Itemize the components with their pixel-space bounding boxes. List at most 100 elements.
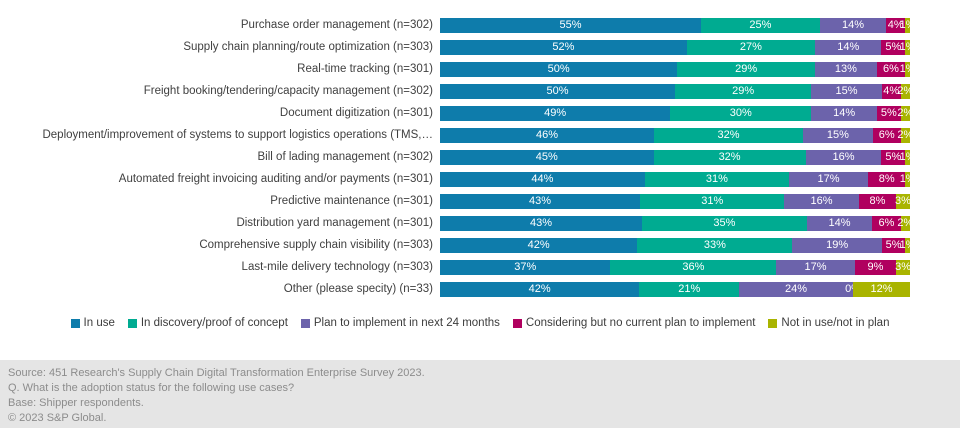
legend-item: Not in use/not in plan <box>768 317 889 329</box>
chart-row: Other (please specity) (n=33)42%21%24%0%… <box>0 278 960 300</box>
bar-segment: 14% <box>815 39 882 55</box>
stacked-bar: 45% 32% 16% 5% 1% <box>440 149 916 165</box>
segment-value-label: 6% <box>878 216 895 229</box>
bar-segment: 15% <box>802 127 873 143</box>
segment-value-label: 9% <box>867 260 884 273</box>
stacked-bar: 43% 31% 16% 8% 3% <box>440 193 911 209</box>
segment-value-label: 2% <box>897 84 914 97</box>
category-label: Freight booking/tendering/capacity manag… <box>143 85 433 97</box>
bar-segment: 45% <box>440 149 654 165</box>
bar-segment: 1% <box>900 17 916 33</box>
segment-value-label: 14% <box>833 106 856 119</box>
stacked-bar: 37% 36% 17% 9% 3% <box>440 259 912 275</box>
bar-segment: 9% <box>854 259 897 275</box>
segment-value-label: 45% <box>535 150 558 163</box>
bar-segment: 1% <box>900 237 916 253</box>
footer-source-line: Source: 451 Research's Supply Chain Digi… <box>8 367 425 379</box>
bar-segment: 21% <box>639 281 740 297</box>
segment-value-label: 2% <box>897 106 914 119</box>
bar-segment: 6% <box>876 61 906 77</box>
segment-value-label: 16% <box>832 150 855 163</box>
bar-segment: 8% <box>868 171 906 187</box>
segment-value-label: 5% <box>885 40 902 53</box>
bar-segment: 2% <box>897 127 913 143</box>
bar-segment: 17% <box>789 171 869 187</box>
bar-segment: 14% <box>819 17 887 33</box>
segment-value-label: 5% <box>880 106 897 119</box>
segment-value-label: 2% <box>897 216 914 229</box>
chart-row: Document digitization (n=301) 49% 30% 14% 5%… <box>0 102 960 124</box>
legend-swatch-icon <box>127 318 137 328</box>
bar-segment: 55% <box>440 17 702 33</box>
chart-row: Purchase order management (n=302) 55% 25% 1… <box>0 14 960 36</box>
category-label: Real-time tracking (n=301) <box>297 63 433 75</box>
segment-value-label: 24% <box>785 282 808 295</box>
stacked-bar: 44% 31% 17% 8% 1% <box>440 171 916 187</box>
category-label: Purchase order management (n=302) <box>240 19 433 31</box>
bar-segment: 13% <box>815 61 877 77</box>
chart-row: Bill of lading management (n=302) 45% 32% 1… <box>0 146 960 168</box>
bar-segment: 6% <box>872 215 901 231</box>
segment-value-label: 3% <box>895 260 912 273</box>
segment-value-label: 43% <box>529 194 552 207</box>
segment-value-label: 15% <box>835 84 858 97</box>
category-label: Document digitization (n=301) <box>279 107 433 119</box>
bar-segment: 24% <box>739 281 854 297</box>
bar-segment: 4% <box>886 17 906 33</box>
segment-value-label: 32% <box>718 150 741 163</box>
bar-segment: 14% <box>811 105 878 121</box>
footer-copyright-line: © 2023 S&P Global. <box>8 412 107 424</box>
bar-segment: 3% <box>895 259 912 275</box>
category-label: Comprehensive supply chain visibility (n… <box>199 239 433 251</box>
segment-value-label: 52% <box>552 40 575 53</box>
segment-value-label: 1% <box>899 150 916 163</box>
segment-value-label: 25% <box>749 18 772 31</box>
bar-segment: 29% <box>677 61 816 77</box>
bar-segment: 1% <box>900 149 916 165</box>
bar-segment: 37% <box>440 259 611 275</box>
bar-segment: 17% <box>776 259 855 275</box>
legend-label: Not in use/not in plan <box>781 317 890 329</box>
bar-segment: 50% <box>440 61 678 77</box>
category-label: Automated freight invoicing auditing and… <box>118 173 433 185</box>
segment-value-label: 42% <box>528 282 551 295</box>
segment-value-label: 29% <box>735 62 758 75</box>
stacked-bar: 55% 25% 14% 4% 1% <box>440 17 916 33</box>
chart-row: Deployment/improvement of systems to sup… <box>0 124 960 146</box>
bar-segment: 5% <box>881 39 906 55</box>
segment-value-label: 8% <box>878 172 895 185</box>
category-label: Distribution yard management (n=301) <box>236 217 433 229</box>
chart-row: Automated freight invoicing auditing and… <box>0 168 960 190</box>
stacked-bar: 43% 35% 14% 6% 2% <box>440 215 914 231</box>
segment-value-label: 37% <box>514 260 537 273</box>
stacked-bar: 42%21%24%0%12% <box>440 281 910 297</box>
legend-swatch-icon <box>70 318 80 328</box>
segment-value-label: 31% <box>705 172 728 185</box>
segment-value-label: 5% <box>885 238 902 251</box>
stacked-bar: 52% 27% 14% 5% 1% <box>440 39 916 55</box>
segment-value-label: 44% <box>531 172 554 185</box>
category-label: Supply chain planning/route optimization… <box>183 41 433 53</box>
segment-value-label: 6% <box>878 128 895 141</box>
bar-segment: 32% <box>653 149 806 165</box>
segment-value-label: 21% <box>678 282 701 295</box>
stacked-bar: 42% 33% 19% 5% 1% <box>440 237 916 253</box>
bar-segment: 31% <box>640 193 785 209</box>
stacked-bar: 49% 30% 14% 5% 2% <box>440 105 913 121</box>
bar-segment: 16% <box>805 149 882 165</box>
stacked-bar: 46% 32% 15% 6% 2% <box>440 127 913 143</box>
legend-swatch-icon <box>512 318 522 328</box>
bar-segment: 15% <box>811 83 882 99</box>
legend-item: In use <box>70 317 115 329</box>
legend-label: In discovery/proof of concept <box>140 317 288 329</box>
bar-segment: 14% <box>806 215 873 231</box>
segment-value-label: 1% <box>899 40 916 53</box>
bar-segment: 2% <box>897 105 913 121</box>
legend-swatch-icon <box>768 318 778 328</box>
legend-item: In discovery/proof of concept <box>127 317 288 329</box>
chart-row: Distribution yard management (n=301) 43% 3… <box>0 212 960 234</box>
segment-value-label: 2% <box>897 128 914 141</box>
stacked-bar-chart: Purchase order management (n=302) 55% 25% 1… <box>0 14 960 300</box>
segment-value-label: 19% <box>826 238 849 251</box>
